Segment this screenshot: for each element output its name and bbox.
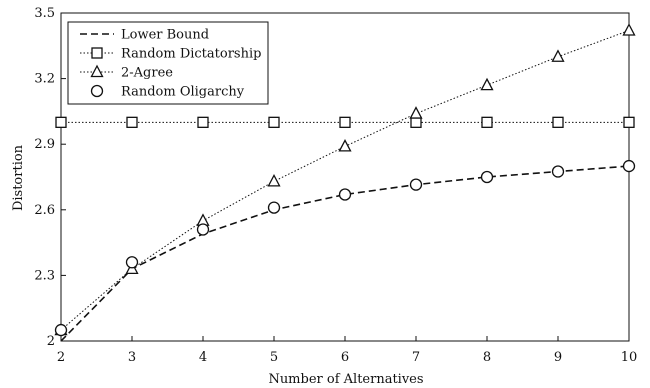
data-point-random-dictatorship bbox=[126, 116, 138, 128]
data-point-random-dictatorship bbox=[268, 116, 280, 128]
y-tick-label: 2.9 bbox=[34, 137, 55, 152]
data-point-random-oligarchy bbox=[480, 170, 494, 184]
data-point-2-agree bbox=[480, 77, 494, 91]
data-point-2-agree bbox=[622, 23, 636, 36]
data-point-random-dictatorship bbox=[339, 116, 351, 128]
y-tick-label: 2 bbox=[47, 334, 55, 349]
x-tick-label: 4 bbox=[199, 350, 207, 365]
data-point-random-dictatorship bbox=[481, 116, 493, 128]
x-tick-label: 6 bbox=[341, 350, 349, 365]
data-point-random-dictatorship bbox=[197, 116, 209, 128]
legend: Lower Bound Random Dictatorship 2-Agree Ran… bbox=[67, 21, 269, 105]
legend-marker-random-dictatorship bbox=[91, 47, 103, 59]
x-tick-label: 7 bbox=[412, 350, 420, 365]
x-axis-title: Number of Alternatives bbox=[268, 372, 423, 387]
legend-label-lower-bound: Lower Bound bbox=[121, 28, 209, 43]
y-tick-label: 3.2 bbox=[34, 72, 55, 87]
y-tick-label: 2.6 bbox=[34, 203, 55, 218]
data-point-random-oligarchy bbox=[196, 223, 210, 236]
y-tick-label: 3.5 bbox=[34, 6, 55, 21]
x-tick-label: 9 bbox=[554, 350, 562, 365]
data-point-random-oligarchy bbox=[125, 256, 139, 269]
data-point-2-agree bbox=[267, 173, 281, 187]
data-point-random-dictatorship bbox=[410, 116, 422, 128]
data-point-random-dictatorship bbox=[55, 116, 67, 128]
data-point-2-agree bbox=[409, 106, 423, 119]
x-tick-label: 2 bbox=[57, 350, 65, 365]
x-tick-label: 10 bbox=[621, 350, 638, 365]
data-point-2-agree bbox=[338, 138, 352, 152]
data-point-random-oligarchy bbox=[267, 201, 281, 214]
data-point-random-dictatorship bbox=[552, 116, 564, 128]
data-point-random-dictatorship bbox=[623, 116, 635, 128]
data-point-random-oligarchy bbox=[338, 188, 352, 201]
x-tick-label: 3 bbox=[128, 350, 136, 365]
legend-label-random-oligarchy: Random Oligarchy bbox=[121, 85, 245, 100]
data-point-2-agree bbox=[551, 49, 565, 62]
y-tick-label: 2.3 bbox=[34, 268, 55, 283]
data-point-random-oligarchy bbox=[54, 323, 68, 337]
legend-label-random-dictatorship: Random Dictatorship bbox=[121, 47, 261, 62]
data-point-random-oligarchy bbox=[409, 178, 423, 191]
series-line-lower-bound bbox=[60, 165, 630, 342]
x-tick-label: 5 bbox=[270, 350, 278, 365]
legend-label-2-agree: 2-Agree bbox=[121, 66, 173, 81]
legend-marker-random-oligarchy bbox=[90, 84, 104, 98]
data-point-random-oligarchy bbox=[551, 165, 565, 178]
y-axis-title: Distortion bbox=[11, 144, 26, 211]
x-tick-label: 8 bbox=[483, 350, 491, 365]
legend-marker-2-agree bbox=[90, 64, 104, 78]
data-point-random-oligarchy bbox=[622, 159, 636, 173]
